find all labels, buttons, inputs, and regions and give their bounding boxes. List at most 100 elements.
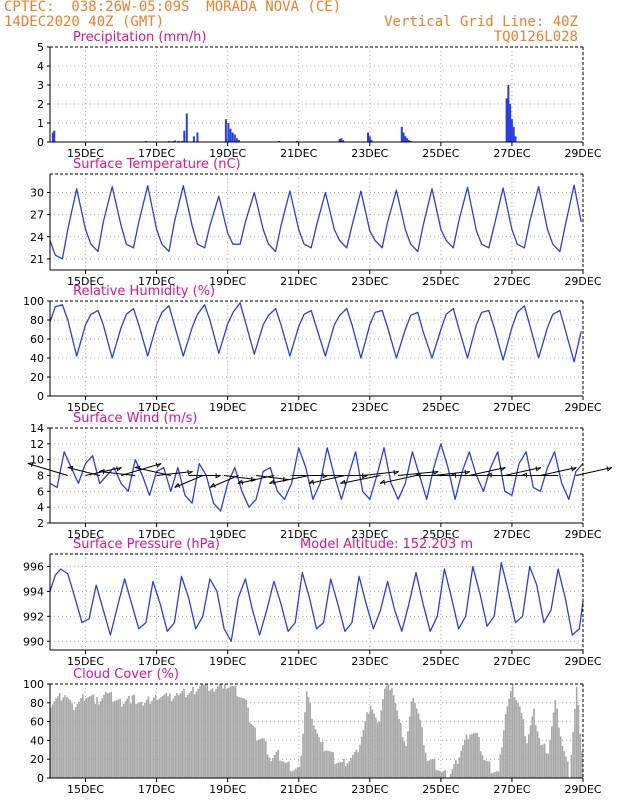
cloud-bar	[188, 692, 191, 778]
cloud-bar	[455, 760, 457, 778]
cloud-bar	[519, 706, 521, 778]
precip-bar	[514, 136, 517, 142]
y-tick-label: 60	[30, 333, 44, 346]
cloud-bar	[558, 727, 560, 778]
cloud-bar	[206, 684, 208, 778]
wind-vector	[120, 463, 162, 476]
cloud-bar	[431, 758, 434, 778]
cloud-bar	[231, 685, 233, 778]
cloud-bar	[368, 713, 370, 778]
x-tick-label: 17DEC	[138, 147, 175, 160]
wind-arrowhead	[535, 466, 542, 472]
cloud-bar	[293, 770, 296, 778]
wind-arrowhead	[486, 472, 492, 478]
cloud-bar	[522, 719, 525, 778]
cloud-bar	[323, 751, 326, 778]
cloud-bar	[380, 710, 383, 778]
cloud-bar	[151, 700, 153, 778]
cloud-bar	[316, 733, 319, 778]
wind-vector	[504, 467, 541, 476]
cloud-bar	[250, 724, 253, 778]
y-tick-label: 21	[30, 253, 44, 266]
cloud-bar	[197, 688, 200, 778]
panel-title: Surface Wind (m/s)	[73, 411, 197, 426]
wind-arrowhead	[174, 482, 181, 488]
wind-arrowhead	[415, 472, 421, 478]
cloud-bar	[277, 749, 280, 778]
wind-vector	[27, 463, 68, 476]
cloud-bar	[124, 701, 127, 778]
wind-arrowhead	[499, 466, 506, 472]
cloud-bar	[129, 703, 132, 778]
wind-vector	[237, 475, 274, 484]
x-tick-label: 23DEC	[351, 147, 388, 160]
panel-title: Relative Humidity (%)	[73, 284, 215, 299]
wind-vector	[575, 467, 613, 476]
cloud-bar	[312, 725, 315, 778]
x-tick-label: 19DEC	[209, 528, 246, 541]
x-tick-label: 21DEC	[280, 147, 317, 160]
cloud-bar	[442, 771, 445, 778]
cloud-bar	[359, 744, 361, 778]
cloud-bar	[165, 692, 168, 778]
cloud-bar	[527, 734, 530, 778]
cloud-bar	[424, 752, 427, 778]
x-tick-label: 29DEC	[564, 783, 601, 796]
wind-vector	[379, 475, 417, 484]
cloud-bar	[499, 754, 502, 778]
cloud-bar	[201, 684, 203, 778]
wind-arrowhead	[464, 469, 471, 476]
cloud-bar	[227, 687, 230, 778]
cloud-bar	[421, 727, 423, 778]
cloud-bar	[392, 695, 395, 778]
cloud-bar	[492, 772, 494, 778]
cloud-bar	[160, 697, 162, 778]
cloud-bar	[240, 697, 242, 778]
cloud-bar	[289, 771, 292, 778]
cloud-bar	[304, 712, 306, 778]
wind-vector	[469, 467, 506, 476]
cloud-bar	[101, 698, 104, 778]
cloud-bar	[122, 703, 125, 778]
cloud-bar	[387, 684, 390, 778]
cloud-bar	[89, 696, 91, 778]
y-tick-label: 8	[37, 470, 44, 483]
wind-arrowhead	[134, 465, 141, 471]
cloud-bar	[572, 731, 574, 778]
precip-bar	[367, 132, 370, 142]
cloud-bar	[490, 773, 493, 778]
cloud-bar	[497, 771, 500, 778]
wind-arrowhead	[308, 479, 315, 485]
cloud-bar	[382, 699, 384, 778]
wind-arrowhead	[571, 466, 577, 472]
precip-bar	[512, 126, 515, 142]
precip-bar	[227, 123, 230, 142]
cloud-bar	[540, 745, 542, 778]
cloud-bar	[415, 708, 418, 778]
cloud-bar	[508, 698, 510, 778]
cloud-bar	[220, 684, 223, 778]
cloud-bar	[311, 718, 313, 778]
x-tick-label: 19DEC	[209, 147, 246, 160]
wind-vector	[540, 467, 577, 476]
cloud-bar	[158, 698, 160, 778]
cloud-bar	[238, 697, 240, 778]
cloud-bar	[495, 771, 498, 778]
cloud-bar	[549, 739, 551, 778]
y-tick-label: 992	[23, 610, 44, 623]
cloud-bar	[479, 751, 482, 778]
cloud-bar	[517, 702, 519, 778]
cloud-bar	[176, 693, 178, 778]
series-line	[49, 562, 584, 642]
cloud-bar	[181, 691, 184, 778]
y-tick-label: 996	[23, 560, 44, 573]
x-tick-label: 27DEC	[493, 275, 530, 288]
cloud-bar	[485, 760, 487, 778]
wind-arrowhead	[27, 462, 34, 468]
x-tick-label: 27DEC	[493, 528, 530, 541]
cloud-bar	[471, 734, 473, 778]
wind-arrowhead	[606, 466, 613, 472]
cloud-bar	[376, 722, 379, 778]
x-tick-label: 15DEC	[67, 275, 104, 288]
cloud-bar	[185, 697, 187, 778]
